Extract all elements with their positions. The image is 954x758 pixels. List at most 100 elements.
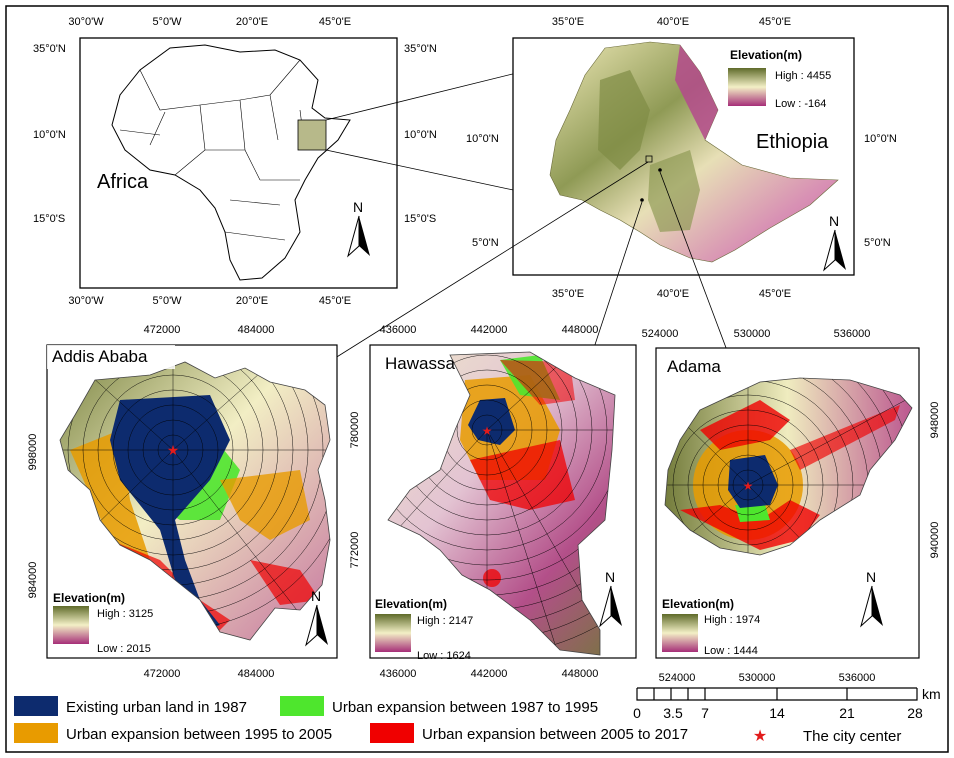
addis-north-arrow: N [305, 588, 328, 647]
scale-bar-graphic [636, 687, 918, 701]
legend-high: High : 3125 [97, 608, 153, 620]
tick-label: 10°0'N [466, 133, 499, 145]
addis-panel: ★ Addis Ababa Elevation(m) High : 3125 L… [27, 324, 338, 680]
tick-label: 484000 [238, 668, 275, 680]
addis-label-bg [47, 345, 175, 369]
urban-1987 [110, 395, 230, 630]
tick-label: 40°0'E [657, 16, 689, 28]
highland-shading [598, 70, 650, 170]
scale-unit: km [922, 686, 941, 702]
legend-low: Low : 1624 [417, 650, 471, 662]
ethiopia-inset-highlight [297, 119, 327, 151]
legend-title: Elevation(m) [53, 591, 125, 605]
legend-label: Urban expansion between 1987 to 1995 [332, 699, 598, 716]
legend-label: The city center [803, 728, 901, 745]
legend-high: High : 1974 [704, 614, 760, 626]
expansion-2005-2017 [470, 440, 575, 510]
north-label: N [866, 569, 876, 585]
city-center-star-icon: ★ [753, 728, 767, 745]
urban-1987 [468, 398, 515, 445]
africa-north-arrow: N [347, 199, 370, 258]
city-center-star-icon: ★ [167, 442, 180, 458]
tick-label: 436000 [380, 324, 417, 336]
ethiopia-panel: Ethiopia Elevation(m) High : 4455 Low : … [466, 16, 897, 300]
connector-line [299, 161, 649, 381]
hawassa-legend: Elevation(m) High : 2147 Low : 1624 [375, 597, 473, 662]
tick-label: 45°0'E [759, 288, 791, 300]
legend-label: Urban expansion between 1995 to 2005 [66, 726, 332, 743]
tick-label: 448000 [562, 668, 599, 680]
hawassa-panel: ★ Hawassa Elevation(m) High : 2147 Low :… [349, 324, 637, 680]
tick-label: 20°0'E [236, 16, 268, 28]
class-legend: Existing urban land in 1987 Urban expans… [14, 696, 901, 745]
scale-label: 28 [907, 705, 923, 721]
legend-title: Elevation(m) [730, 48, 802, 62]
adama-locator [658, 168, 662, 172]
city-center-star-icon: ★ [743, 479, 754, 493]
hawassa-boundary [387, 351, 616, 656]
figure-frame [5, 5, 949, 753]
adama-label: Adama [667, 357, 721, 376]
scale-label: 3.5 [663, 705, 683, 721]
legend-swatch [280, 696, 324, 716]
expansion-1995-2005 [70, 430, 150, 560]
hawassa-locator [640, 198, 644, 202]
legend-swatch [14, 723, 58, 743]
tick-label: 984000 [27, 562, 39, 599]
tick-label: 35°0'N [33, 43, 66, 55]
tick-label: 772000 [349, 532, 361, 569]
tick-label: 10°0'N [864, 133, 897, 145]
lowland-shading [675, 45, 718, 140]
legend-high: High : 2147 [417, 615, 473, 627]
ethiopia-label: Ethiopia [756, 131, 829, 153]
tick-label: 45°0'E [319, 16, 351, 28]
tick-label: 5°0'W [152, 16, 182, 28]
legend-low: Low : 1444 [704, 645, 758, 657]
urban-1987 [728, 455, 778, 508]
tick-label: 5°0'W [152, 295, 182, 307]
north-label: N [829, 213, 839, 229]
tick-label: 20°0'E [236, 295, 268, 307]
tick-label: 472000 [144, 668, 181, 680]
legend-title: Elevation(m) [662, 597, 734, 611]
hawassa-north-arrow: N [599, 569, 622, 628]
tick-label: 530000 [739, 672, 776, 684]
north-label: N [605, 569, 615, 585]
legend-low: Low : 2015 [97, 643, 151, 655]
africa-borders [119, 59, 306, 241]
tick-label: 524000 [659, 672, 696, 684]
tick-label: 10°0'N [33, 129, 66, 141]
tick-label: 536000 [834, 328, 871, 340]
tick-label: 30°0'W [68, 16, 104, 28]
legend-swatch [14, 696, 58, 716]
tick-label: 436000 [380, 668, 417, 680]
north-arrow-icon [359, 216, 370, 256]
legend-low: Low : -164 [775, 98, 826, 110]
scale-label: 0 [633, 705, 641, 721]
scale-label: 14 [769, 705, 785, 721]
tick-label: 45°0'E [759, 16, 791, 28]
tick-label: 472000 [144, 324, 181, 336]
tick-label: 15°0'S [404, 213, 436, 225]
north-arrow-icon [835, 230, 846, 270]
elevation-ramp [53, 606, 89, 644]
legend-label: Existing urban land in 1987 [66, 699, 247, 716]
scale-label: 21 [839, 705, 855, 721]
expansion-2005-2017 [790, 405, 900, 470]
tick-label: 530000 [734, 328, 771, 340]
scale-bar: km 0 3.5 7 14 21 28 [633, 686, 941, 721]
legend-label: Urban expansion between 2005 to 2017 [422, 726, 688, 743]
tick-label: 5°0'N [864, 237, 891, 249]
tick-label: 30°0'W [68, 295, 104, 307]
tick-label: 940000 [929, 522, 941, 559]
expansion-2005-2017 [680, 500, 820, 550]
city-center-star-icon: ★ [482, 424, 493, 438]
elevation-ramp [728, 68, 766, 106]
addis-locator [645, 155, 653, 163]
addis-boundary [59, 361, 331, 641]
tick-label: 15°0'S [33, 213, 65, 225]
tick-label: 484000 [238, 324, 275, 336]
expansion-2005-2017 [500, 360, 575, 405]
tick-label: 536000 [839, 672, 876, 684]
